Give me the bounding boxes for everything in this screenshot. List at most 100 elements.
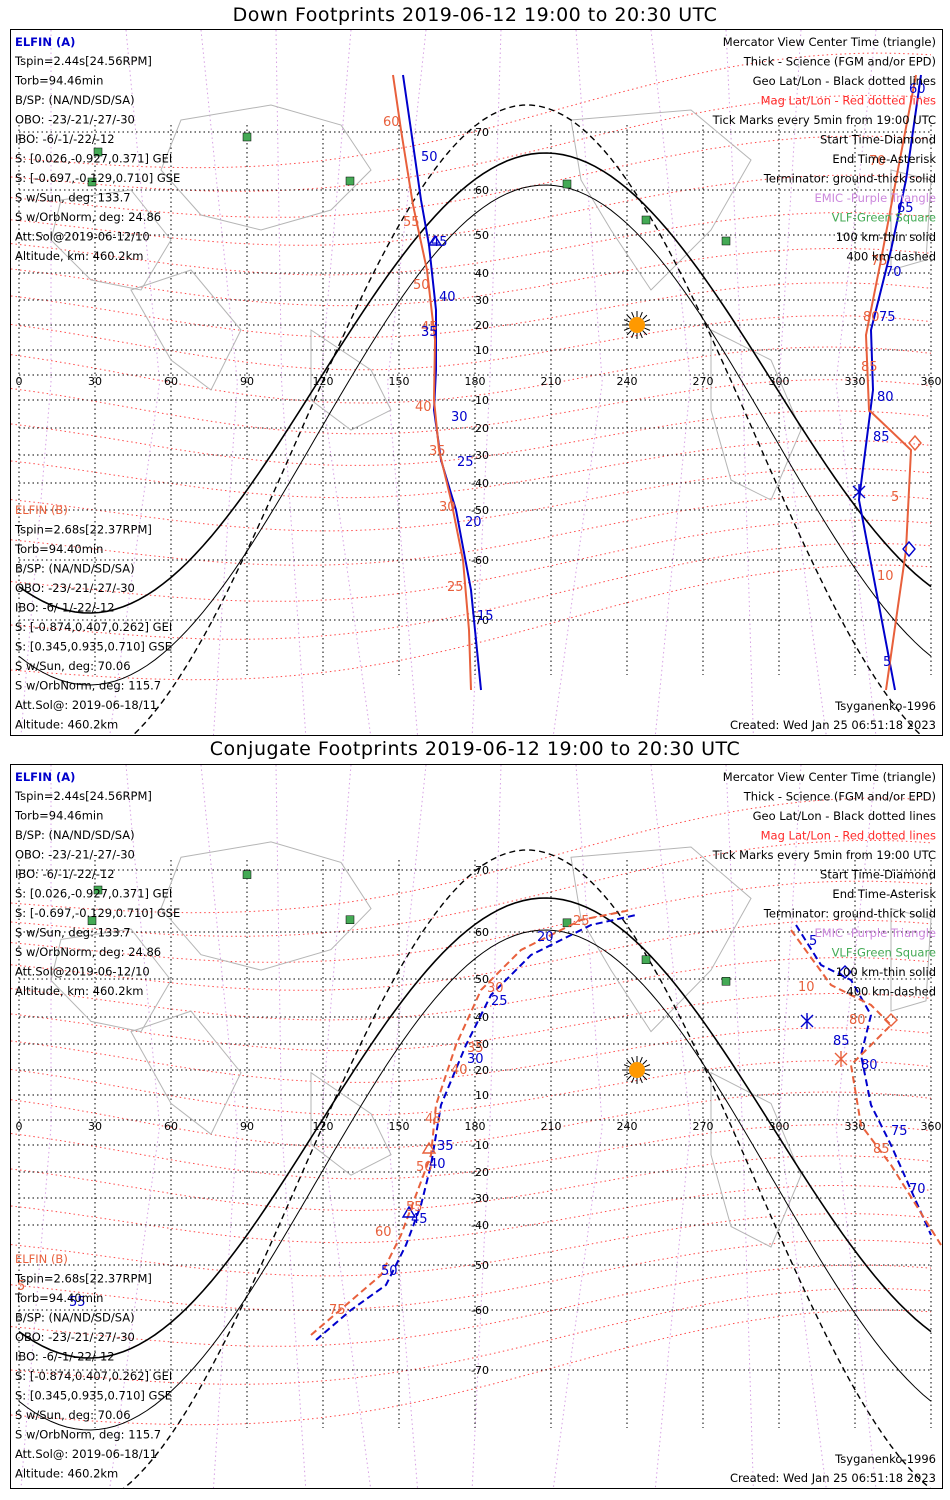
mag-lat-line bbox=[11, 1091, 932, 1149]
elfin-b-info-line: OBO: -23/-21/-27/-30 bbox=[15, 581, 135, 595]
mag-lon-line bbox=[650, 765, 692, 1488]
mag-lon-line bbox=[778, 30, 827, 735]
legend-line: EMIC -Purple Triangle bbox=[814, 926, 936, 940]
lat-label: 70 bbox=[475, 126, 489, 139]
lat-label: -10 bbox=[471, 394, 489, 407]
mag-lon-line bbox=[725, 30, 754, 735]
land-outline bbox=[50, 928, 172, 1033]
mag-lat-line bbox=[11, 880, 932, 963]
elfin-b-tick-label: 30 bbox=[439, 500, 456, 515]
elfin-a-tick-label: 80 bbox=[861, 1058, 878, 1073]
elfin-b-info-line: S w/Sun, deg: 70.06 bbox=[15, 659, 131, 673]
elfin-b-info-line: Altitude: 460.2km bbox=[15, 1467, 118, 1481]
mag-lat-line bbox=[11, 1264, 932, 1347]
elfin-a-tick-label: 30 bbox=[467, 1052, 484, 1067]
vlf-station-square bbox=[345, 915, 355, 925]
elfin-a-info-line: S: [0.026,-0.927,0.371] GEI bbox=[15, 152, 172, 166]
elfin-a-tick-label: 25 bbox=[457, 455, 474, 470]
elfin-a-info-line: S w/OrbNorm, deg: 24.86 bbox=[15, 945, 161, 959]
legend-line: EMIC -Purple Triangle bbox=[814, 191, 936, 205]
elfin-b-info-line: B/SP: (NA/ND/SD/SA) bbox=[15, 1311, 135, 1325]
conjugate-footprints-title: Conjugate Footprints 2019-06-12 19:00 to… bbox=[209, 738, 741, 760]
lat-label: 40 bbox=[475, 267, 489, 280]
lon-label: 0 bbox=[16, 375, 23, 388]
lon-label: 30 bbox=[88, 1120, 102, 1133]
sun-ray bbox=[626, 330, 632, 336]
lat-label: -30 bbox=[471, 449, 489, 462]
lat-label: -10 bbox=[471, 1139, 489, 1152]
lat-label: -30 bbox=[471, 1192, 489, 1205]
elfin-a-info-line: Torb=94.46min bbox=[14, 74, 103, 88]
legend-line: Mercator View Center Time (triangle) bbox=[723, 35, 936, 49]
map-svg: 0 30 60 90 120 150 180 210 240 270 300 330 360 70 60 50… bbox=[11, 30, 942, 735]
elfin-a-info-line: IBO: -6/-1/-22/-12 bbox=[15, 132, 115, 146]
elfin-b-tick-label: 50 bbox=[416, 1160, 433, 1175]
mag-lat-line bbox=[11, 1309, 932, 1426]
view-center-triangle bbox=[427, 234, 443, 246]
sun-ray bbox=[631, 311, 635, 318]
elfin-b-info-line: Tspin=2.68s[22.37RPM] bbox=[14, 1272, 152, 1286]
vlf-station-square bbox=[93, 885, 103, 895]
elfin-b-info-line: Altitude: 460.2km bbox=[15, 718, 118, 732]
elfin-a-info-line: S w/Sun, deg: 133.7 bbox=[15, 191, 131, 205]
elfin-a-info-line: Torb=94.46min bbox=[14, 809, 103, 823]
elfin-a-tick-label: 70 bbox=[885, 265, 902, 280]
elfin-a-tick-label: 80 bbox=[877, 390, 894, 405]
elfin-a-tick-label: 35 bbox=[437, 1139, 454, 1154]
legend-line: Start Time-Diamond bbox=[820, 133, 936, 147]
elfin-b-title: ELFIN (B) bbox=[15, 503, 68, 517]
elfin-a-info-line: S w/OrbNorm, deg: 24.86 bbox=[15, 210, 161, 224]
legend-line: Geo Lat/Lon - Black dotted lines bbox=[753, 74, 936, 88]
elfin-a-info-line: S w/Sun, deg: 133.7 bbox=[15, 926, 131, 940]
elfin-b-tick-label: 10 bbox=[877, 569, 894, 584]
elfin-a-info-line: Tspin=2.44s[24.56RPM] bbox=[14, 54, 152, 68]
lon-label: 60 bbox=[164, 375, 178, 388]
elfin-a-tick-label: 35 bbox=[421, 325, 438, 340]
end-asterisk bbox=[834, 1051, 848, 1067]
elfin-b-track bbox=[392, 74, 472, 691]
coastlines bbox=[50, 841, 932, 1248]
sun-ray bbox=[644, 327, 651, 331]
sun-ray bbox=[626, 314, 632, 320]
terminator-400km bbox=[123, 849, 931, 1488]
lon-label: 60 bbox=[164, 1120, 178, 1133]
lat-label: -60 bbox=[471, 1304, 489, 1317]
lat-label: -50 bbox=[471, 1259, 489, 1272]
lat-label: 50 bbox=[475, 229, 489, 242]
down-footprints-title: Down Footprints 2019-06-12 19:00 to 20:3… bbox=[232, 4, 718, 26]
vlf-station-square bbox=[87, 916, 97, 926]
elfin-a-track bbox=[402, 74, 482, 691]
geo-grid bbox=[18, 860, 932, 1428]
elfin-b-tick-label: 55 bbox=[403, 215, 420, 230]
legend-line: Thick - Science (FGM and/or EPD) bbox=[743, 790, 936, 804]
elfin-b-tick-label: 85 bbox=[861, 360, 878, 375]
elfin-b-title: ELFIN (B) bbox=[15, 1252, 68, 1266]
mag-lon-line bbox=[471, 30, 502, 735]
elfin-a-info-line: B/SP: (NA/ND/SD/SA) bbox=[15, 828, 135, 842]
terminator-100km bbox=[18, 184, 932, 686]
land-outline bbox=[310, 1071, 392, 1176]
vlf-station-square bbox=[242, 132, 252, 142]
elfin-b-tick-label: 75 bbox=[871, 254, 888, 269]
view-center-triangle bbox=[421, 1141, 437, 1154]
elfin-b-tick-label: 80 bbox=[863, 310, 880, 325]
legend-line: Thick - Science (FGM and/or EPD) bbox=[743, 55, 936, 69]
elfin-a-tick-label: 85 bbox=[873, 430, 890, 445]
lon-label: 180 bbox=[465, 1120, 486, 1133]
elfin-a-info-line: OBO: -23/-21/-27/-30 bbox=[15, 113, 135, 127]
sun-ray bbox=[639, 332, 643, 339]
legend-line: Terminator: ground-thick solid bbox=[763, 172, 936, 186]
mag-lat-line bbox=[11, 564, 932, 681]
start-diamond bbox=[884, 1013, 898, 1027]
elfin-b-info-line: S w/OrbNorm, deg: 115.7 bbox=[15, 679, 161, 693]
map-svg: 0 30 60 90 120 150 180 210 240 270 300 330 360 70 60 50… bbox=[11, 765, 942, 1488]
lon-label: 90 bbox=[240, 1120, 254, 1133]
lat-label: 20 bbox=[475, 319, 489, 332]
created-label: Created: Wed Jan 25 06:51:18 2023 bbox=[730, 718, 936, 732]
sun-ray bbox=[623, 319, 630, 323]
land-outline bbox=[310, 329, 392, 431]
elfin-a-tick-label: 45 bbox=[411, 1212, 428, 1227]
elfin-a-tick-label: 55 bbox=[69, 1295, 86, 1310]
mag-lat-line bbox=[11, 519, 932, 602]
elfin-b-info-line: IBO: -6/-1/-22/-12 bbox=[15, 601, 115, 615]
